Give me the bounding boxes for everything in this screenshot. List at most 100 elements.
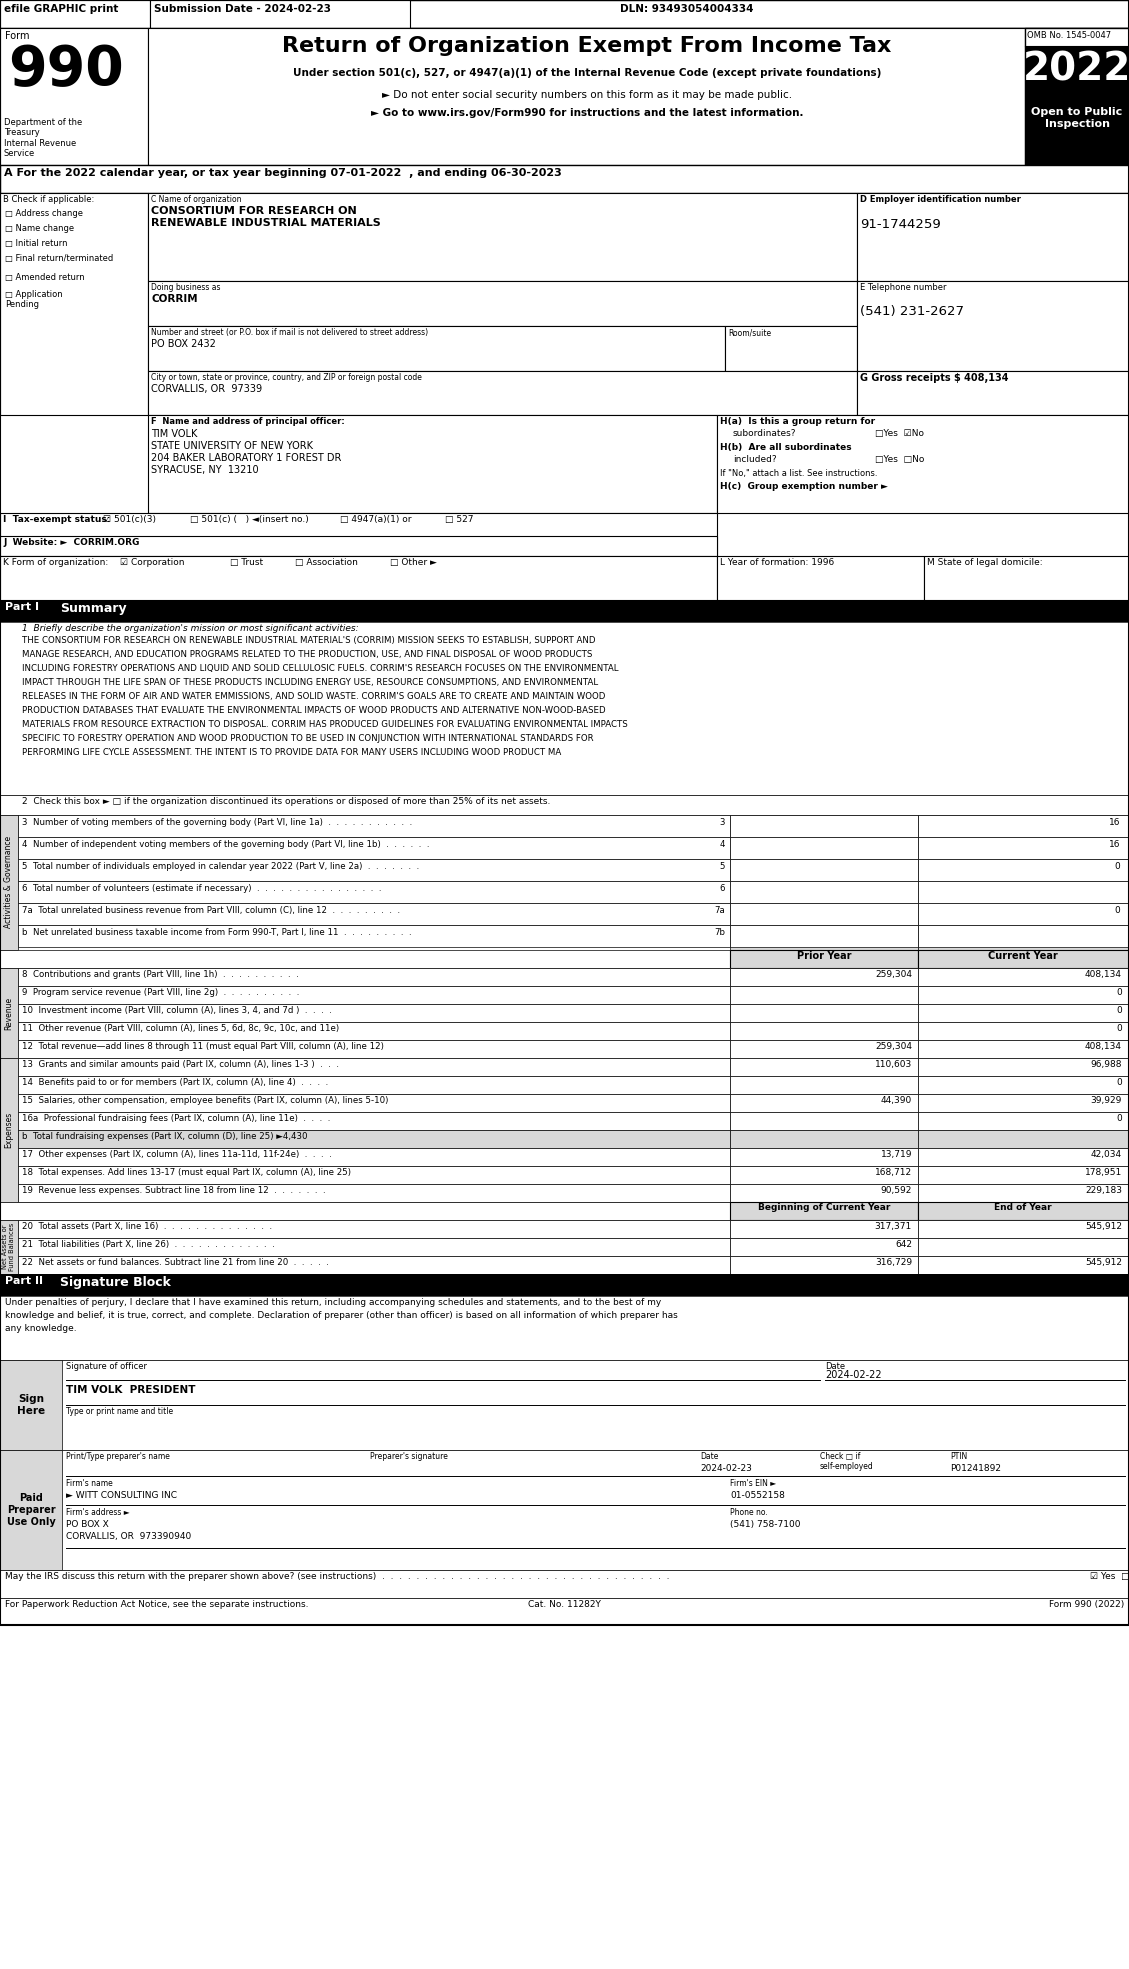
Text: M State of legal domicile:: M State of legal domicile: [927, 557, 1042, 567]
Bar [730, 1040, 918, 1057]
Text: 19  Revenue less expenses. Subtract line 18 from line 12  .  .  .  .  .  .  .: 19 Revenue less expenses. Subtract line … [21, 1185, 325, 1195]
Text: 16: 16 [1109, 817, 1120, 827]
Text: RELEASES IN THE FORM OF AIR AND WATER EMMISSIONS, AND SOLID WASTE. CORRIM'S GOAL: RELEASES IN THE FORM OF AIR AND WATER EM… [21, 691, 605, 701]
Bar [918, 880, 1129, 904]
Text: CORVALLIS, OR  97339: CORVALLIS, OR 97339 [151, 384, 262, 394]
Bar [0, 795, 1129, 815]
Text: 16: 16 [1109, 841, 1120, 849]
Bar [730, 1256, 918, 1274]
Text: Submission Date - 2024-02-23: Submission Date - 2024-02-23 [154, 4, 331, 14]
Text: 2  Check this box ► □ if the organization discontinued its operations or dispose: 2 Check this box ► □ if the organization… [21, 797, 550, 805]
Text: CORRIM: CORRIM [151, 293, 198, 303]
Bar [18, 1256, 730, 1274]
Text: For Paperwork Reduction Act Notice, see the separate instructions.: For Paperwork Reduction Act Notice, see … [5, 1601, 308, 1609]
Bar [148, 370, 857, 415]
Text: 16a  Professional fundraising fees (Part IX, column (A), line 11e)  .  .  .  .: 16a Professional fundraising fees (Part … [21, 1114, 331, 1122]
Text: ☑ Corporation: ☑ Corporation [120, 557, 184, 567]
Text: DLN: 93493054004334: DLN: 93493054004334 [620, 4, 753, 14]
Text: 22  Net assets or fund balances. Subtract line 21 from line 20  .  .  .  .  .: 22 Net assets or fund balances. Subtract… [21, 1258, 329, 1266]
Text: 96,988: 96,988 [1091, 1059, 1122, 1069]
Text: 15  Salaries, other compensation, employee benefits (Part IX, column (A), lines : 15 Salaries, other compensation, employe… [21, 1097, 388, 1105]
Text: 204 BAKER LABORATORY 1 FOREST DR: 204 BAKER LABORATORY 1 FOREST DR [151, 453, 341, 463]
Text: 642: 642 [895, 1240, 912, 1248]
Text: (541) 758-7100: (541) 758-7100 [730, 1520, 800, 1530]
Text: 545,912: 545,912 [1085, 1223, 1122, 1231]
Text: Date: Date [825, 1363, 846, 1370]
Text: May the IRS discuss this return with the preparer shown above? (see instructions: May the IRS discuss this return with the… [5, 1571, 669, 1581]
Bar [18, 1239, 730, 1256]
Text: self-employed: self-employed [820, 1463, 874, 1471]
Bar [18, 1166, 730, 1183]
Bar [918, 1256, 1129, 1274]
Text: D Employer identification number: D Employer identification number [860, 195, 1021, 205]
Bar [730, 1004, 918, 1022]
Text: 42,034: 42,034 [1091, 1150, 1122, 1160]
Text: knowledge and belief, it is true, correct, and complete. Declaration of preparer: knowledge and belief, it is true, correc… [5, 1311, 677, 1319]
Text: 9  Program service revenue (Part VIII, line 2g)  .  .  .  .  .  .  .  .  .  .: 9 Program service revenue (Part VIII, li… [21, 988, 299, 996]
Bar [18, 1221, 730, 1239]
Text: Firm's name: Firm's name [65, 1479, 113, 1489]
Text: Date: Date [700, 1451, 718, 1461]
Bar [148, 193, 857, 282]
Text: RENEWABLE INDUSTRIAL MATERIALS: RENEWABLE INDUSTRIAL MATERIALS [151, 219, 380, 228]
Bar [918, 1095, 1129, 1112]
Text: 0: 0 [1117, 988, 1122, 996]
Bar [0, 1569, 1129, 1599]
Bar [918, 1022, 1129, 1040]
Text: Department of the
Treasury
Internal Revenue
Service: Department of the Treasury Internal Reve… [5, 118, 82, 158]
Bar [148, 282, 857, 327]
Text: E Telephone number: E Telephone number [860, 284, 946, 291]
Text: ► WITT CONSULTING INC: ► WITT CONSULTING INC [65, 1491, 177, 1500]
Text: 4  Number of independent voting members of the governing body (Part VI, line 1b): 4 Number of independent voting members o… [21, 841, 429, 849]
Text: 0: 0 [1114, 862, 1120, 870]
Text: b  Total fundraising expenses (Part IX, column (D), line 25) ►4,430: b Total fundraising expenses (Part IX, c… [21, 1132, 307, 1140]
Bar [0, 1201, 730, 1221]
Text: C Name of organization: C Name of organization [151, 195, 242, 205]
Text: any knowledge.: any knowledge. [5, 1323, 77, 1333]
Text: 259,304: 259,304 [875, 1042, 912, 1051]
Text: Prior Year: Prior Year [797, 951, 851, 961]
Bar [918, 1221, 1129, 1239]
Text: G Gross receipts $ 408,134: G Gross receipts $ 408,134 [860, 372, 1008, 384]
Bar [918, 1075, 1129, 1095]
Text: Activities & Governance: Activities & Governance [5, 837, 14, 927]
Text: F  Name and address of principal officer:: F Name and address of principal officer: [151, 417, 344, 425]
Text: Form: Form [5, 32, 29, 41]
Text: I  Tax-exempt status:: I Tax-exempt status: [3, 516, 111, 524]
Text: 0: 0 [1117, 1114, 1122, 1122]
Text: 91-1744259: 91-1744259 [860, 219, 940, 230]
Bar [0, 0, 1129, 28]
Text: Revenue: Revenue [5, 996, 14, 1030]
Text: efile GRAPHIC print: efile GRAPHIC print [5, 4, 119, 14]
Bar [18, 837, 730, 858]
Text: 0: 0 [1117, 1024, 1122, 1034]
Text: 1  Briefly describe the organization's mission or most significant activities:: 1 Briefly describe the organization's mi… [21, 624, 359, 632]
Text: Preparer's signature: Preparer's signature [370, 1451, 448, 1461]
Bar [730, 949, 918, 969]
Bar [1025, 28, 1129, 165]
Text: Phone no.: Phone no. [730, 1508, 768, 1516]
Text: □ Final return/terminated: □ Final return/terminated [5, 254, 113, 264]
Text: 317,371: 317,371 [875, 1223, 912, 1231]
Text: Check □ if: Check □ if [820, 1451, 860, 1461]
Text: Signature of officer: Signature of officer [65, 1363, 147, 1370]
Bar [0, 165, 1129, 193]
Text: 14  Benefits paid to or for members (Part IX, column (A), line 4)  .  .  .  .: 14 Benefits paid to or for members (Part… [21, 1077, 329, 1087]
Text: b  Net unrelated business taxable income from Form 990-T, Part I, line 11  .  . : b Net unrelated business taxable income … [21, 927, 412, 937]
Text: PRODUCTION DATABASES THAT EVALUATE THE ENVIRONMENTAL IMPACTS OF WOOD PRODUCTS AN: PRODUCTION DATABASES THAT EVALUATE THE E… [21, 707, 605, 715]
Text: Under penalties of perjury, I declare that I have examined this return, includin: Under penalties of perjury, I declare th… [5, 1298, 662, 1307]
Bar [18, 1095, 730, 1112]
Text: B Check if applicable:: B Check if applicable: [3, 195, 94, 205]
Bar [730, 858, 918, 880]
Text: □ 4947(a)(1) or: □ 4947(a)(1) or [340, 516, 411, 524]
Text: 316,729: 316,729 [875, 1258, 912, 1266]
Bar [18, 1075, 730, 1095]
Text: If "No," attach a list. See instructions.: If "No," attach a list. See instructions… [720, 469, 877, 478]
Bar [0, 969, 18, 1057]
Bar [0, 0, 150, 28]
Text: H(c)  Group exemption number ►: H(c) Group exemption number ► [720, 482, 887, 490]
Text: H(a)  Is this a group return for: H(a) Is this a group return for [720, 417, 875, 425]
Bar [918, 1239, 1129, 1256]
Text: 44,390: 44,390 [881, 1097, 912, 1105]
Text: Cat. No. 11282Y: Cat. No. 11282Y [527, 1601, 601, 1609]
